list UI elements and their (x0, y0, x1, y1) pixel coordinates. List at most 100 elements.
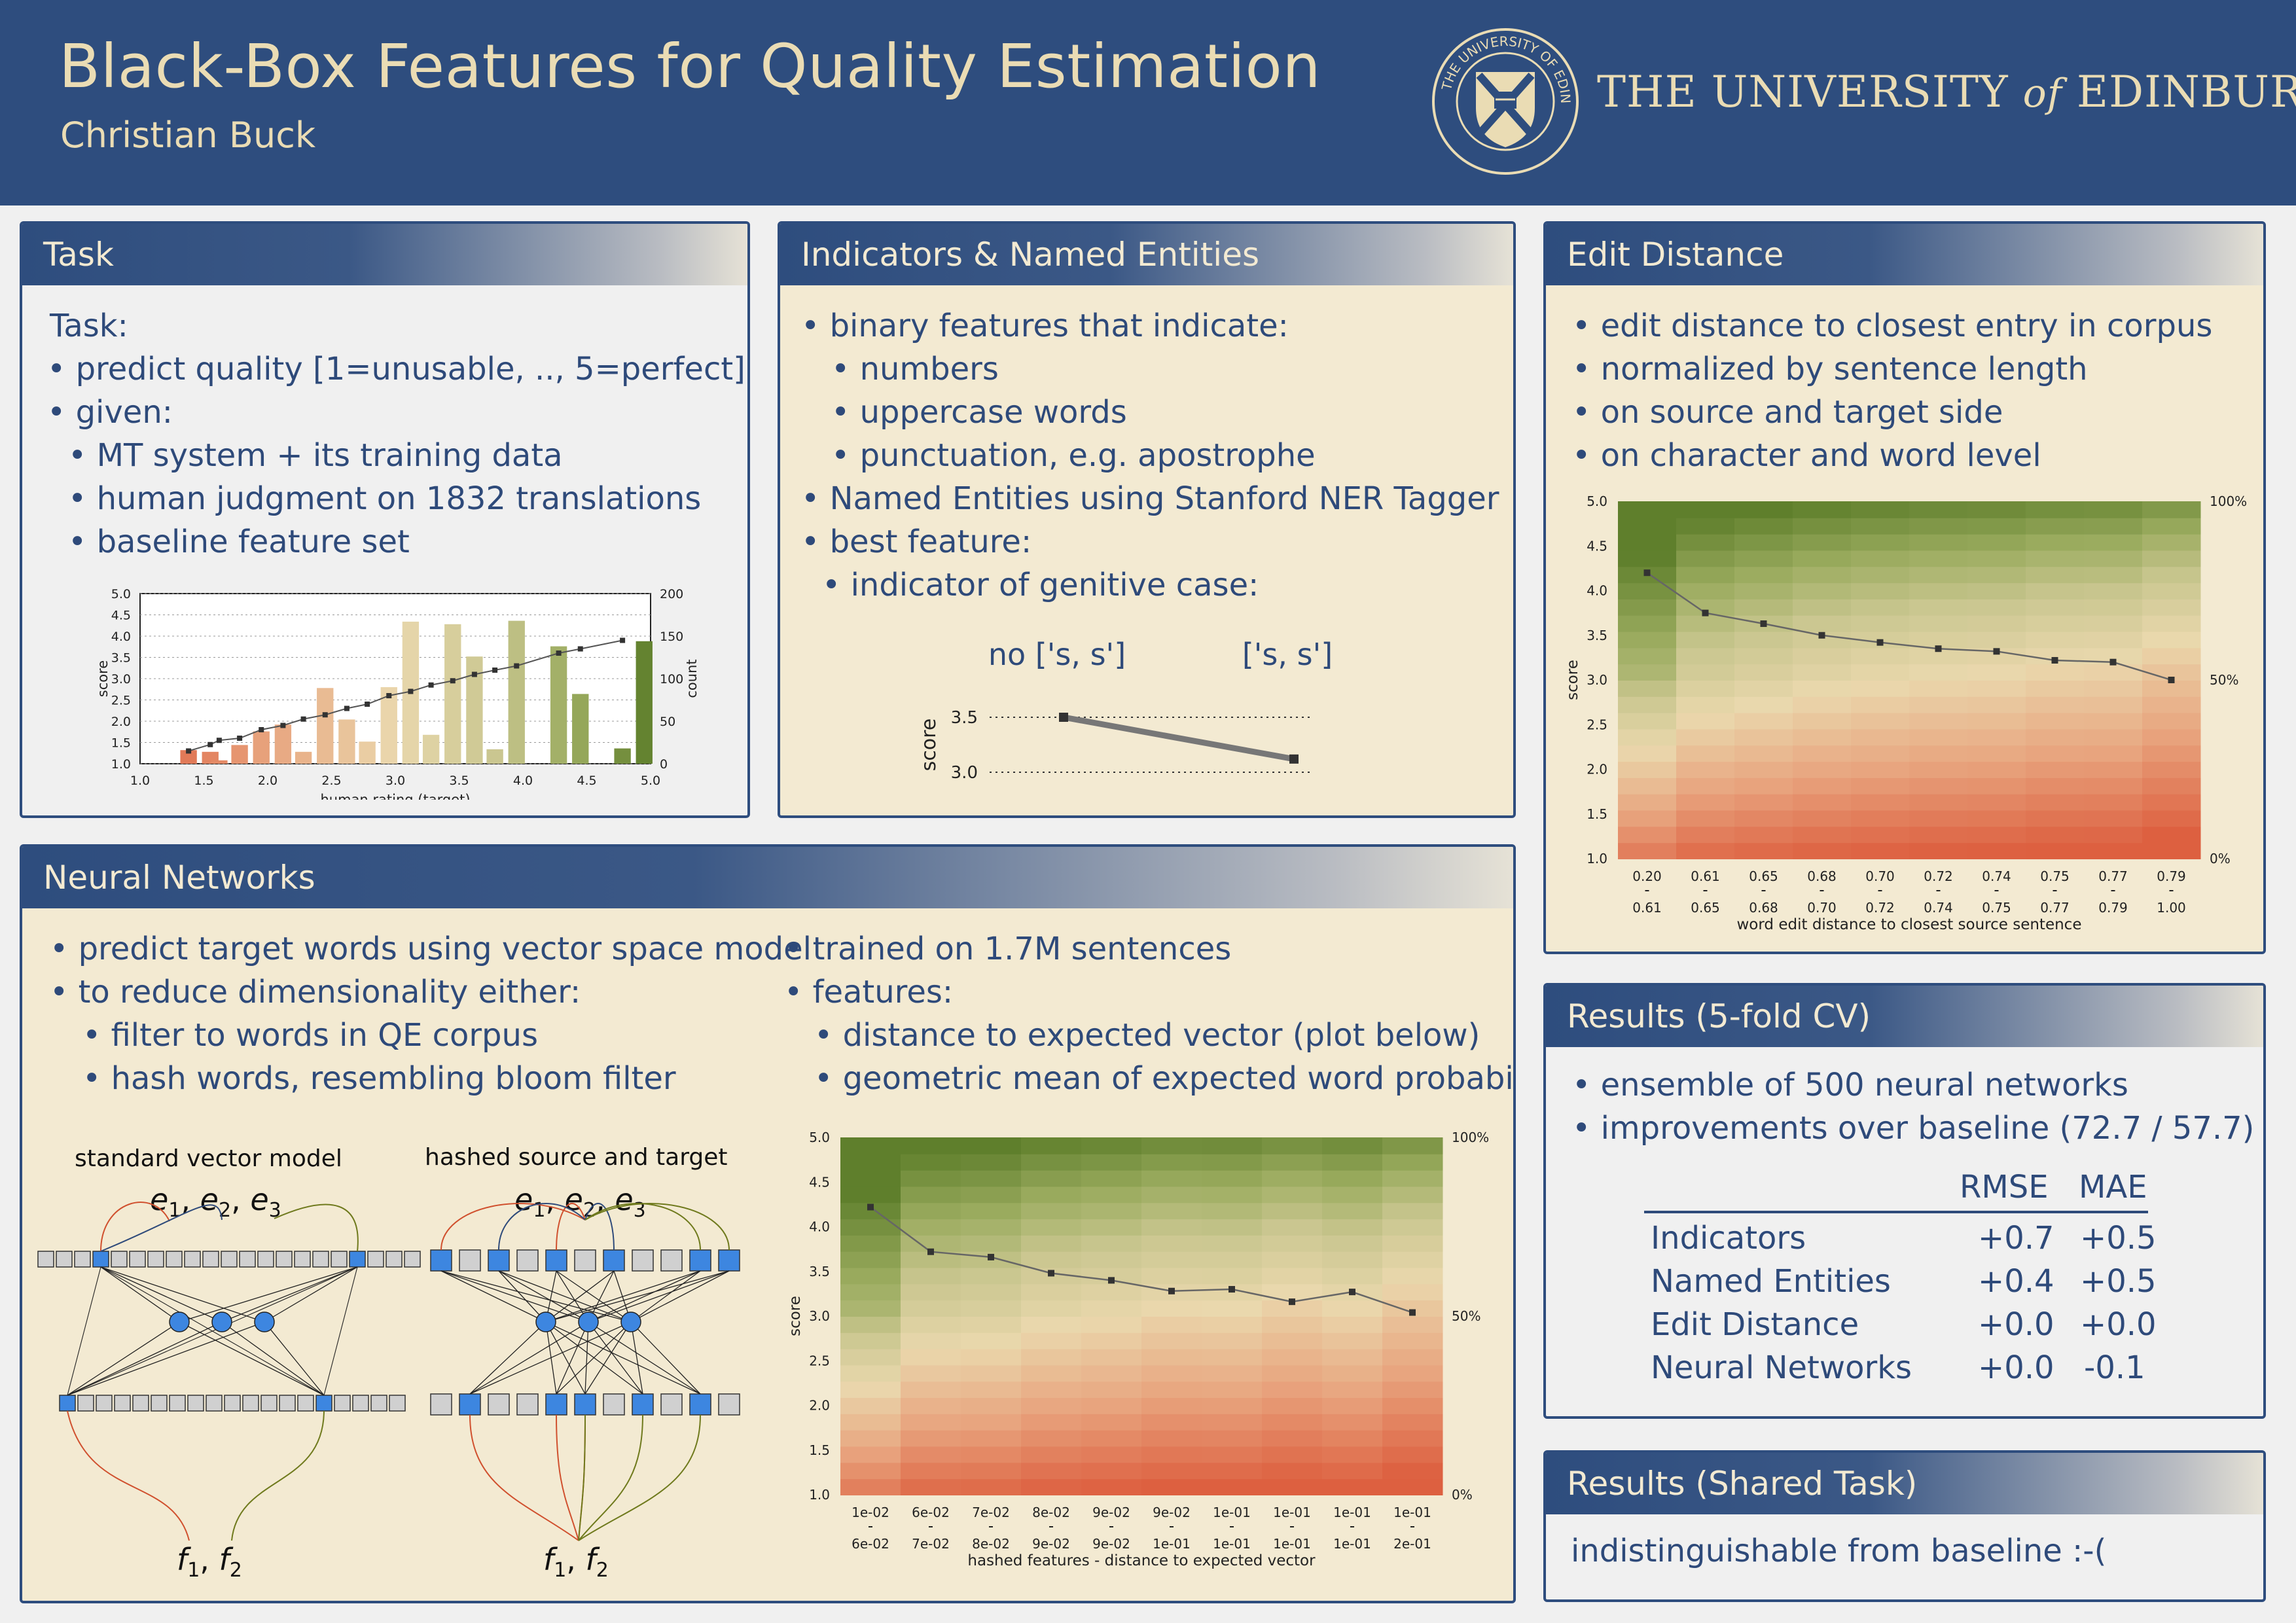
mean-point (2109, 658, 2117, 666)
distribution-band (901, 1316, 961, 1333)
distribution-band (840, 1381, 901, 1399)
distribution-band (1967, 533, 2026, 551)
distribution-band (1382, 1202, 1443, 1220)
distribution-band (1734, 728, 1793, 746)
y-tick-label: 1.0 (111, 757, 131, 772)
edge (67, 1266, 358, 1396)
distribution-band (1382, 1234, 1443, 1252)
distribution-band (2142, 793, 2201, 811)
vector-cell (111, 1251, 128, 1268)
bin-label-top: 1e-01 (1273, 1505, 1311, 1520)
distribution-band (1262, 1186, 1323, 1204)
university-name-part: THE UNIVERSITY (1597, 67, 2009, 117)
distribution-band (1793, 761, 1852, 778)
bar (636, 641, 653, 764)
distribution-band (2142, 598, 2201, 616)
distribution-band (1202, 1413, 1263, 1431)
distribution-band (2142, 810, 2201, 827)
vector-cell (459, 1249, 481, 1272)
y-tick-label: 4.5 (1587, 538, 1607, 554)
distribution-band (2026, 712, 2085, 730)
vector-cell (279, 1395, 296, 1412)
nn-distance-chart: 1.0 1.5 2.0 2.5 3.0 3.5 4.0 4.5 5.0 0% 50% 100% 1e-0… (787, 1130, 1489, 1569)
nn-line: • trained on 1.7M sentences (784, 931, 1232, 967)
distribution-band (1967, 664, 2026, 681)
distribution-band (1967, 712, 2026, 730)
distribution-band (1322, 1397, 1383, 1414)
distribution-band (1909, 582, 1968, 599)
vector-cell (386, 1251, 403, 1268)
distribution-band (1734, 582, 1793, 599)
distribution-band (1676, 728, 1735, 746)
edge (221, 1321, 325, 1396)
distribution-band (2084, 615, 2143, 632)
vector-cell (276, 1251, 293, 1268)
arrow (584, 1203, 730, 1251)
distribution-band (961, 1332, 1022, 1349)
distribution-band (1262, 1478, 1323, 1495)
poster-title: Black-Box Features for Quality Estimatio… (59, 31, 1321, 101)
distribution-band (1202, 1364, 1263, 1382)
distribution-band (2142, 777, 2201, 794)
distribution-band (961, 1234, 1022, 1252)
y2-tick-label: 150 (660, 630, 683, 644)
distribution-band (1734, 533, 1793, 551)
arrow (578, 1414, 701, 1541)
bin-label-top: 0.68 (1807, 868, 1837, 884)
bin-label-top: 0.75 (2040, 868, 2070, 884)
distribution-band (1202, 1300, 1263, 1317)
distribution-band (1202, 1348, 1263, 1366)
distribution-band (2026, 842, 2085, 859)
distribution-band (1081, 1137, 1142, 1154)
mean-point (1289, 1298, 1295, 1306)
x-tick-label: 4.5 (577, 774, 596, 788)
bar (317, 688, 334, 764)
distribution-band (961, 1267, 1022, 1285)
distribution-band (961, 1429, 1022, 1447)
distribution-band (1676, 712, 1735, 730)
distribution-band (1734, 664, 1793, 681)
distribution-band (1909, 777, 1968, 794)
distribution-band (901, 1283, 961, 1301)
distribution-band (1967, 582, 2026, 599)
results-cv-panel: Results (5-fold CV) • ensemble of 500 ne… (1543, 983, 2266, 1419)
distribution-band (1851, 761, 1910, 778)
arrow-red (67, 1410, 190, 1541)
distribution-band (2026, 615, 2085, 632)
distribution-band (961, 1478, 1022, 1495)
distribution-band (2142, 728, 2201, 746)
distribution-band (1081, 1397, 1142, 1414)
distribution-band (1081, 1364, 1142, 1382)
category-label: no ['s, s'] (988, 637, 1126, 672)
distribution-band (901, 1153, 961, 1171)
distribution-band (1734, 566, 1793, 584)
bar (338, 719, 355, 764)
distribution-band (1676, 696, 1735, 713)
bar (550, 646, 567, 764)
mean-point (988, 1253, 994, 1260)
edge (440, 1270, 589, 1323)
hidden-node (620, 1311, 641, 1332)
distribution-band (840, 1283, 901, 1301)
distribution-band (2026, 810, 2085, 827)
distribution-band (1141, 1300, 1202, 1317)
distribution-band (1262, 1316, 1323, 1333)
distribution-band (1322, 1413, 1383, 1431)
distribution-band (1793, 647, 1852, 665)
distribution-band (1734, 680, 1793, 697)
distribution-band (1734, 517, 1793, 535)
mean-line (188, 639, 623, 752)
edge (469, 1321, 547, 1395)
vector-cell (239, 1251, 256, 1268)
vector-cell (315, 1395, 332, 1412)
mean-point (1168, 1287, 1175, 1294)
distribution-band (1618, 728, 1677, 746)
x-tick-label: 3.5 (449, 774, 469, 788)
distribution-band (1734, 647, 1793, 665)
distribution-band (1676, 664, 1735, 681)
distribution-band (2084, 566, 2143, 584)
distribution-band (961, 1219, 1022, 1236)
distribution-band (1141, 1186, 1202, 1204)
distribution-band (1909, 745, 1968, 762)
distribution-band (2084, 728, 2143, 746)
